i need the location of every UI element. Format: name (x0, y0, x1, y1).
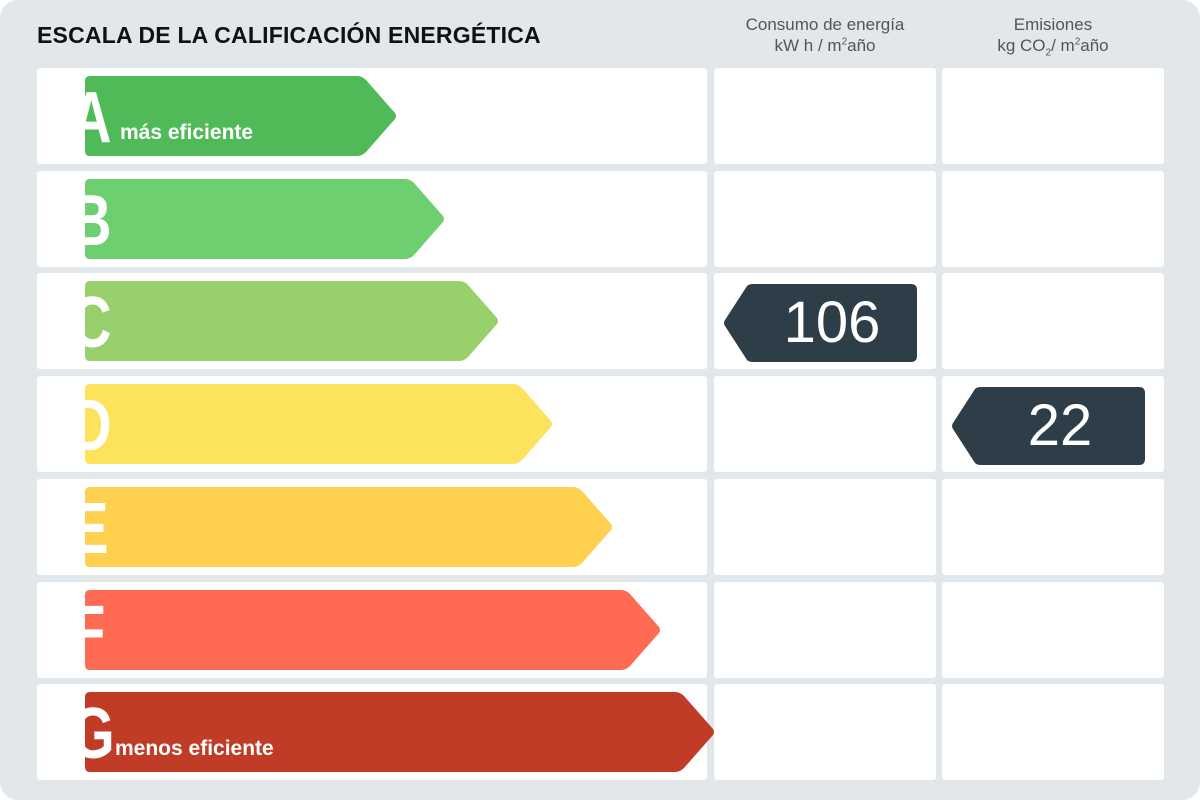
emisiones-cell-g (942, 684, 1164, 780)
consumo-column-header: Consumo de energía kW h / m2año (714, 14, 936, 56)
page-title: ESCALA DE LA CALIFICACIÓN ENERGÉTICA (37, 22, 541, 48)
consumo-value: 106 (783, 290, 881, 355)
rating-row-e: E (37, 479, 707, 575)
rating-arrow-shape-b (85, 179, 444, 259)
consumo-badge (724, 284, 917, 362)
rating-arrow-shape-g (85, 692, 714, 772)
emisiones-cell-d: 22 (942, 376, 1164, 472)
rating-letter-e: E (71, 489, 109, 569)
rating-sublabel-a: más eficiente (120, 121, 254, 144)
rating-arrow-d (85, 384, 552, 464)
rating-arrow-shape-a (85, 76, 396, 156)
rating-letter-b: B (71, 181, 112, 261)
consumo-cell-c: 106 (714, 273, 936, 369)
consumo-cell-a (714, 68, 936, 164)
emisiones-cell-e (942, 479, 1164, 575)
rating-arrow-g (85, 692, 714, 772)
emisiones-value: 22 (1027, 393, 1093, 458)
rating-letter-a: A (71, 78, 112, 158)
rating-letter-d: D (71, 386, 112, 466)
emisiones-column-header: Emisiones kg CO2/ m2año (942, 14, 1164, 59)
rating-row-f: F (37, 582, 707, 678)
consumo-badge-shape (724, 284, 917, 362)
consumo-cell-g (714, 684, 936, 780)
rating-letter-g: G (71, 694, 115, 774)
rating-row-d: D (37, 376, 707, 472)
rating-arrow-shape-f (85, 590, 660, 670)
emisiones-header-label: Emisiones (1013, 15, 1093, 34)
consumo-cell-b (714, 171, 936, 267)
consumo-cell-f (714, 582, 936, 678)
rating-arrow-b (85, 179, 444, 259)
emisiones-badge-shape (952, 387, 1145, 465)
rating-arrow-shape-e (85, 487, 612, 567)
consumo-cell-d (714, 376, 936, 472)
rating-arrow-c (85, 281, 498, 361)
emisiones-cell-c (942, 273, 1164, 369)
rating-arrow-shape-d (85, 384, 552, 464)
rating-letter-c: C (71, 283, 112, 363)
rating-arrow-a (85, 76, 396, 156)
consumo-header-label: Consumo de energía (745, 15, 905, 34)
rating-arrow-e (85, 487, 612, 567)
rating-arrow-f (85, 590, 660, 670)
rating-letter-f: F (71, 592, 106, 672)
rating-row-c: C (37, 273, 707, 369)
emisiones-cell-a (942, 68, 1164, 164)
emisiones-cell-f (942, 582, 1164, 678)
consumo-cell-e (714, 479, 936, 575)
emisiones-badge (952, 387, 1145, 465)
emisiones-header-unit: kg CO2/ m2año (997, 36, 1109, 59)
rating-sublabel-g: menos eficiente (115, 737, 274, 760)
rating-row-b: B (37, 171, 707, 267)
consumo-header-unit: kW h / m2año (774, 36, 876, 55)
emisiones-cell-b (942, 171, 1164, 267)
rating-arrow-shape-c (85, 281, 498, 361)
